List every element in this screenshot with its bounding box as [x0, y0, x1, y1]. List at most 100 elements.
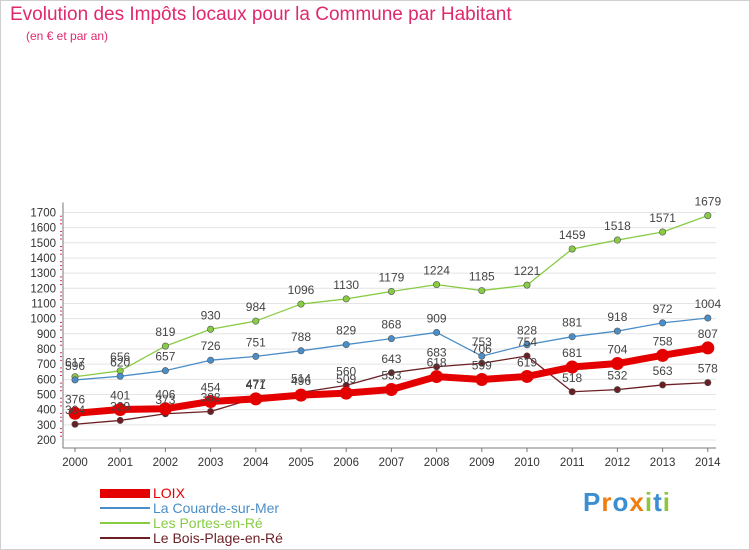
legend-swatch	[100, 537, 150, 539]
y-tick-label: 900	[37, 329, 56, 341]
legend-swatch	[100, 507, 150, 509]
data-label: 388	[201, 390, 221, 404]
data-point	[116, 416, 124, 424]
logo-letter: o	[612, 487, 630, 517]
logo-letter: i	[662, 487, 671, 517]
data-point	[297, 300, 305, 308]
data-point	[568, 388, 576, 396]
series-la-couarde-sur-mer	[71, 314, 712, 384]
data-point	[116, 372, 124, 380]
data-label: 726	[201, 339, 221, 353]
data-point	[523, 341, 531, 349]
data-label: 807	[698, 327, 718, 341]
data-label: 477	[246, 377, 266, 391]
data-label: 509	[336, 372, 356, 386]
data-label: 329	[110, 399, 130, 413]
x-tick-label: 2003	[198, 457, 224, 469]
data-label: 376	[65, 392, 85, 406]
data-point	[701, 341, 715, 355]
data-label: 930	[201, 308, 221, 322]
x-tick-label: 2002	[153, 457, 179, 469]
data-label: 617	[65, 356, 85, 370]
y-tick-label: 1500	[30, 238, 56, 250]
data-label: 1518	[604, 219, 631, 233]
data-point	[568, 245, 576, 253]
data-point	[387, 369, 395, 377]
data-point	[158, 402, 172, 416]
data-point	[249, 392, 263, 406]
series-loix	[68, 341, 715, 420]
data-label: 758	[653, 334, 673, 348]
data-label: 471	[246, 378, 266, 392]
x-tick-label: 2004	[243, 457, 269, 469]
x-tick-label: 2007	[379, 457, 405, 469]
data-point	[433, 281, 441, 289]
data-label: 918	[607, 310, 627, 324]
data-label: 1096	[288, 283, 315, 297]
data-label: 751	[246, 335, 266, 349]
data-point	[565, 360, 579, 374]
y-tick-label: 1100	[31, 298, 56, 310]
chart-title: Evolution des Impôts locaux pour la Comm…	[10, 4, 512, 25]
data-label: 533	[381, 368, 401, 382]
data-label: 704	[607, 343, 627, 357]
data-label: 681	[562, 346, 582, 360]
data-label: 454	[201, 380, 221, 394]
x-tick-label: 2009	[469, 457, 495, 469]
data-label: 1130	[333, 278, 359, 292]
y-tick-label: 800	[37, 344, 56, 356]
data-label: 706	[472, 342, 492, 356]
data-point	[387, 335, 395, 343]
data-label: 819	[155, 325, 175, 339]
data-point	[71, 420, 79, 428]
x-tick-label: 2010	[514, 457, 540, 469]
x-tick-label: 2012	[605, 457, 631, 469]
data-label: 683	[427, 346, 447, 360]
legend-label: Le Bois-Plage-en-Ré	[153, 530, 283, 546]
data-point	[161, 342, 169, 350]
data-point	[252, 317, 260, 325]
data-label: 1224	[423, 264, 450, 278]
data-point	[207, 407, 215, 415]
data-point	[478, 352, 486, 360]
data-label: 373	[155, 393, 175, 407]
data-point	[656, 348, 670, 362]
data-label: 657	[155, 350, 175, 364]
data-point	[520, 369, 534, 383]
data-label: 1179	[378, 270, 404, 284]
logo-letter: r	[601, 487, 613, 517]
data-label: 578	[698, 362, 718, 376]
data-point	[204, 394, 218, 408]
data-label: 643	[381, 352, 401, 366]
data-label: 514	[291, 371, 311, 385]
data-label: 972	[653, 302, 673, 316]
data-point	[339, 386, 353, 400]
data-point	[430, 370, 444, 384]
data-point	[613, 386, 621, 394]
x-tick-label: 2001	[107, 457, 133, 469]
data-point	[113, 403, 127, 417]
data-point	[659, 381, 667, 389]
data-point	[207, 325, 215, 333]
y-tick-label: 400	[37, 405, 56, 417]
data-label: 753	[472, 335, 492, 349]
legend-label: La Couarde-sur-Mer	[153, 500, 280, 516]
data-point	[433, 328, 441, 336]
data-point	[387, 287, 395, 295]
y-tick-label: 1200	[30, 283, 56, 295]
data-point	[207, 356, 215, 364]
y-tick-label: 500	[37, 389, 56, 401]
data-label: 1679	[694, 195, 721, 209]
legend-label: LOIX	[153, 485, 185, 501]
y-tick-label: 700	[37, 359, 56, 371]
y-tick-label: 1600	[30, 223, 56, 235]
y-tick-label: 1000	[30, 314, 56, 326]
x-tick-label: 2014	[695, 457, 721, 469]
data-label: 401	[110, 389, 130, 403]
data-label: 1185	[469, 270, 495, 284]
proxiti-logo: Proxiti	[583, 487, 671, 518]
data-label: 881	[562, 316, 582, 330]
data-point	[659, 228, 667, 236]
data-label: 304	[65, 403, 85, 417]
